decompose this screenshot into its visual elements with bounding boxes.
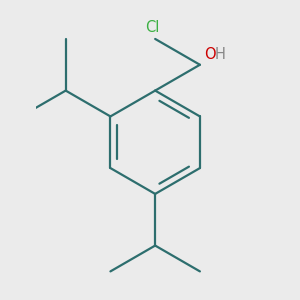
Text: Cl: Cl [146, 20, 160, 35]
Text: O: O [204, 47, 216, 62]
Text: H: H [215, 47, 226, 62]
